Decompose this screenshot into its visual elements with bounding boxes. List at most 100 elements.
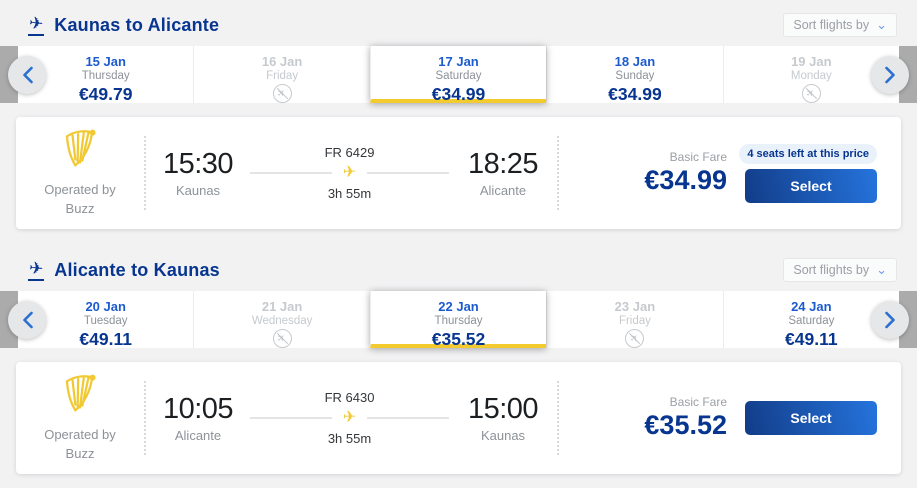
day-date: 15 Jan	[85, 54, 126, 69]
departure-time: 15:30	[162, 148, 234, 180]
day-date: 21 Jan	[261, 299, 303, 314]
plane-icon: ✈	[275, 86, 289, 101]
arrival-block: 18:25 Alicante	[457, 148, 549, 198]
sort-flights-label: Sort flights by	[793, 18, 870, 32]
route-title-wrap: ✈ Kaunas to Alicante	[28, 12, 219, 36]
day-weekday: Friday	[266, 70, 299, 82]
sort-flights-dropdown[interactable]: Sort flights by ⌄	[783, 13, 897, 37]
plane-icon: ✈	[28, 12, 45, 34]
day-price: €34.99	[608, 84, 662, 104]
day-date: 22 Jan	[438, 299, 479, 314]
day-price: €49.79	[78, 84, 133, 104]
arrival-time: 18:25	[467, 148, 539, 180]
flight-number: FR 6429	[324, 145, 375, 160]
operator-block: Operated by Buzz	[16, 373, 144, 462]
route-block: FR 6429 ✈ 3h 55m	[242, 145, 457, 201]
day-weekday: Monday	[790, 70, 832, 82]
chevron-right-icon	[884, 66, 895, 83]
chevron-down-icon: ⌄	[876, 262, 887, 278]
fare-block: Basic Fare €34.99	[559, 150, 745, 196]
no-flights-icon: ✈	[801, 84, 821, 103]
day-date: 17 Jan	[438, 54, 479, 69]
route-line: ✈	[250, 410, 449, 426]
day-tab-unavailable: 21 Jan Wednesday ✈	[193, 291, 370, 348]
day-date: 24 Jan	[791, 299, 832, 314]
prev-dates-button[interactable]	[8, 300, 46, 339]
route-block: FR 6430 ✈ 3h 55m	[242, 390, 457, 446]
departure-time: 10:05	[162, 393, 234, 425]
return-section: ✈ Alicante to Kaunas Sort flights by ⌄ 2…	[0, 245, 917, 474]
day-date: 23 Jan	[614, 299, 656, 314]
day-tab-selected[interactable]: 17 Jan Saturday €34.99	[369, 46, 547, 104]
route-line-segment	[367, 417, 449, 419]
outbound-section: ✈ Kaunas to Alicante Sort flights by ⌄ 1…	[0, 0, 917, 229]
buzz-logo-icon	[61, 128, 99, 174]
fare-price: €35.52	[644, 410, 727, 440]
sort-flights-label: Sort flights by	[793, 263, 870, 277]
divider	[144, 381, 146, 455]
arrival-city: Kaunas	[480, 428, 526, 443]
flight-card: Operated by Buzz 10:05 Alicante FR 6430 …	[16, 362, 901, 474]
select-button[interactable]: Select	[745, 168, 877, 203]
arrival-city: Alicante	[479, 183, 527, 198]
no-flights-icon: ✈	[272, 329, 292, 348]
departure-city: Kaunas	[175, 183, 221, 198]
departure-block: 10:05 Alicante	[154, 393, 242, 443]
airplane-icon: ✈	[342, 409, 357, 426]
flight-duration: 3h 55m	[327, 431, 372, 446]
day-tab[interactable]: 24 Jan Saturday €49.11	[722, 291, 900, 349]
flight-route-icon: ✈	[28, 258, 45, 281]
no-flights-icon: ✈	[272, 84, 292, 103]
day-tab-unavailable: 19 Jan Monday ✈	[722, 46, 900, 103]
fare-type-label: Basic Fare	[669, 150, 727, 164]
chevron-left-icon	[22, 311, 33, 328]
day-weekday: Friday	[618, 315, 651, 327]
next-dates-button[interactable]	[871, 300, 909, 339]
day-weekday: Saturday	[788, 315, 835, 327]
flight-card: Operated by Buzz 15:30 Kaunas FR 6429 ✈ …	[16, 117, 901, 229]
sort-flights-dropdown[interactable]: Sort flights by ⌄	[783, 258, 897, 282]
flight-number: FR 6430	[324, 390, 375, 405]
day-price: €35.52	[431, 329, 486, 349]
date-carousel: 20 Jan Tuesday €49.11 21 Jan Wednesday ✈…	[0, 291, 917, 349]
divider	[144, 136, 146, 210]
fare-type-label: Basic Fare	[669, 395, 727, 409]
divider	[557, 381, 559, 455]
route-line-segment	[367, 172, 449, 174]
no-flights-icon: ✈	[625, 329, 645, 348]
flight-duration: 3h 55m	[327, 186, 372, 201]
day-tab[interactable]: 15 Jan Thursday €49.79	[18, 46, 194, 104]
day-price: €49.11	[79, 329, 132, 349]
divider	[557, 136, 559, 210]
prev-dates-button[interactable]	[8, 55, 46, 94]
chevron-down-icon: ⌄	[876, 17, 887, 33]
date-strip: 20 Jan Tuesday €49.11 21 Jan Wednesday ✈…	[18, 291, 900, 349]
buzz-logo-icon	[61, 373, 99, 419]
journey-info: 10:05 Alicante FR 6430 ✈ 3h 55m 15:00 Ka…	[146, 390, 557, 446]
arrival-block: 15:00 Kaunas	[457, 393, 549, 443]
operator-block: Operated by Buzz	[16, 128, 144, 217]
date-carousel: 15 Jan Thursday €49.79 16 Jan Friday ✈ 1…	[0, 46, 917, 104]
chevron-left-icon	[22, 66, 33, 83]
actions-block: Select	[745, 362, 877, 474]
departure-block: 15:30 Kaunas	[154, 148, 242, 198]
airplane-icon: ✈	[342, 164, 357, 181]
day-date: 16 Jan	[261, 54, 303, 69]
arrival-time: 15:00	[467, 393, 539, 425]
date-strip: 15 Jan Thursday €49.79 16 Jan Friday ✈ 1…	[18, 46, 900, 104]
section-header: ✈ Alicante to Kaunas Sort flights by ⌄	[0, 245, 917, 291]
day-tab[interactable]: 18 Jan Sunday €34.99	[546, 46, 723, 104]
day-tab[interactable]: 20 Jan Tuesday €49.11	[18, 291, 194, 349]
day-tab-unavailable: 16 Jan Friday ✈	[193, 46, 370, 103]
day-weekday: Saturday	[435, 70, 482, 82]
day-date: 20 Jan	[85, 299, 126, 314]
departure-city: Alicante	[174, 428, 222, 443]
seats-left-badge: 4 seats left at this price	[739, 143, 877, 164]
day-tab-selected[interactable]: 22 Jan Thursday €35.52	[369, 291, 547, 349]
next-dates-button[interactable]	[871, 55, 909, 94]
select-button[interactable]: Select	[745, 401, 877, 435]
day-tab-unavailable: 23 Jan Friday ✈	[546, 291, 723, 348]
chevron-right-icon	[884, 311, 895, 328]
day-date: 19 Jan	[791, 54, 832, 69]
plane-icon: ✈	[627, 331, 642, 346]
